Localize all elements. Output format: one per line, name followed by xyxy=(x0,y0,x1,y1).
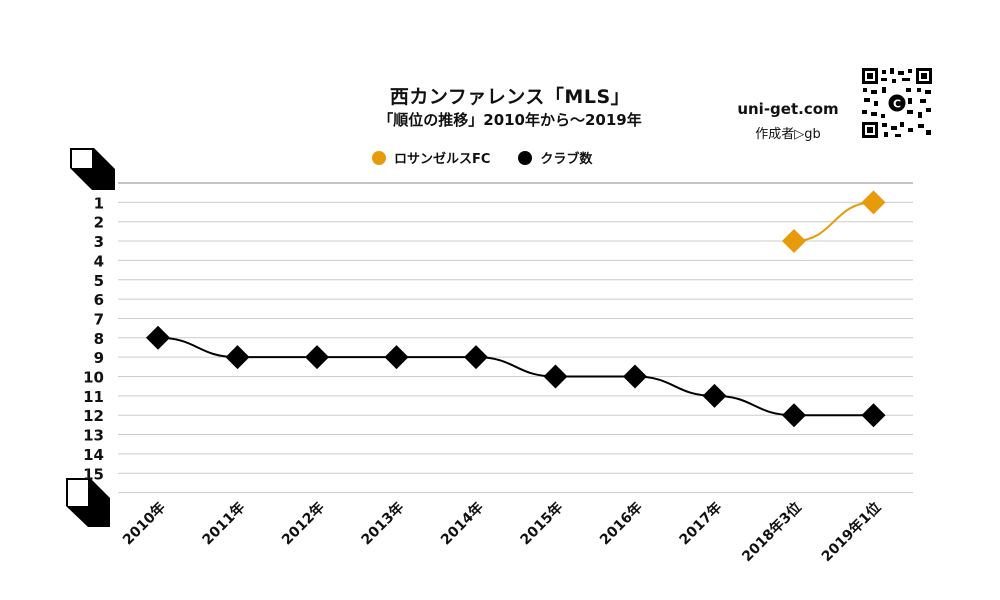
legend-item-clubs: クラブ数 xyxy=(518,148,592,167)
y-tick-label: 12 xyxy=(83,407,104,425)
series-line-0 xyxy=(793,201,874,243)
grid-lines xyxy=(118,182,913,494)
data-point-marker xyxy=(464,345,488,370)
y-tick-label: 4 xyxy=(94,252,104,270)
y-tick-label: 11 xyxy=(83,388,104,406)
y-tick-label: 14 xyxy=(83,446,104,464)
x-tick-label: 2015年 xyxy=(517,499,566,548)
x-tick-label: 2013年 xyxy=(358,499,407,548)
site-name: uni-get.com xyxy=(737,100,839,118)
x-tick-label: 2017年 xyxy=(676,499,725,548)
series-layer xyxy=(146,190,886,428)
data-point-marker xyxy=(861,190,886,215)
y-tick-label: 5 xyxy=(94,272,104,290)
y-tick-label: 10 xyxy=(83,369,104,387)
chart-subtitle: 「順位の推移」2010年から～2019年 xyxy=(378,111,642,129)
y-tick-label: 3 xyxy=(94,233,104,251)
data-point-marker xyxy=(782,229,806,254)
x-tick-label: 2014年 xyxy=(437,499,486,548)
x-tick-label: 2016年 xyxy=(596,499,645,548)
legend-label-team: ロサンゼルスFC xyxy=(394,152,491,167)
y-tick-label: 7 xyxy=(94,310,104,328)
y-tick-label: 1 xyxy=(94,194,104,212)
y-tick-label: 2 xyxy=(94,214,104,232)
x-tick-labels: 2010年 2011年 2012年 2013年 2014年 2015年 2016年 2017年… xyxy=(119,499,884,565)
data-point-marker xyxy=(384,345,409,370)
data-point-marker xyxy=(861,403,886,428)
data-point-marker xyxy=(782,403,806,428)
y-tick-label: 9 xyxy=(94,349,104,367)
x-tick-label: 2012年 xyxy=(278,499,327,548)
data-point-marker xyxy=(623,364,647,389)
data-point-marker xyxy=(225,345,250,370)
data-point-marker xyxy=(146,325,170,350)
legend-dot-clubs xyxy=(518,150,533,165)
y-tick-label: 13 xyxy=(83,427,104,445)
qr-code: C xyxy=(862,68,932,138)
data-point-marker xyxy=(543,364,568,389)
data-point-marker xyxy=(702,383,727,408)
axis-corner-bottom-inner xyxy=(68,480,88,506)
x-tick-label: 2018年3位 xyxy=(739,499,805,565)
y-tick-label: 6 xyxy=(94,291,104,309)
data-point-marker xyxy=(305,345,329,370)
legend-dot-team xyxy=(372,150,386,165)
series-line-1 xyxy=(157,336,874,417)
y-tick-label: 15 xyxy=(83,465,104,483)
author-credit: 作成者▷gb xyxy=(755,127,821,142)
x-tick-label: 2019年1位 xyxy=(818,499,884,565)
axis-decorations xyxy=(66,148,115,527)
legend-label-clubs: クラブ数 xyxy=(540,152,593,167)
legend-item-team: ロサンゼルスFC xyxy=(372,148,490,167)
y-tick-label: 8 xyxy=(94,330,104,348)
qr-badge-label: C xyxy=(893,98,901,111)
axis-corner-top-inner xyxy=(72,150,92,168)
legend: ロサンゼルスFC クラブ数 xyxy=(372,148,620,167)
x-tick-label: 2010年 xyxy=(119,499,168,548)
x-tick-label: 2011年 xyxy=(199,499,248,548)
chart-title: 西カンファレンス「MLS」 xyxy=(389,86,631,108)
